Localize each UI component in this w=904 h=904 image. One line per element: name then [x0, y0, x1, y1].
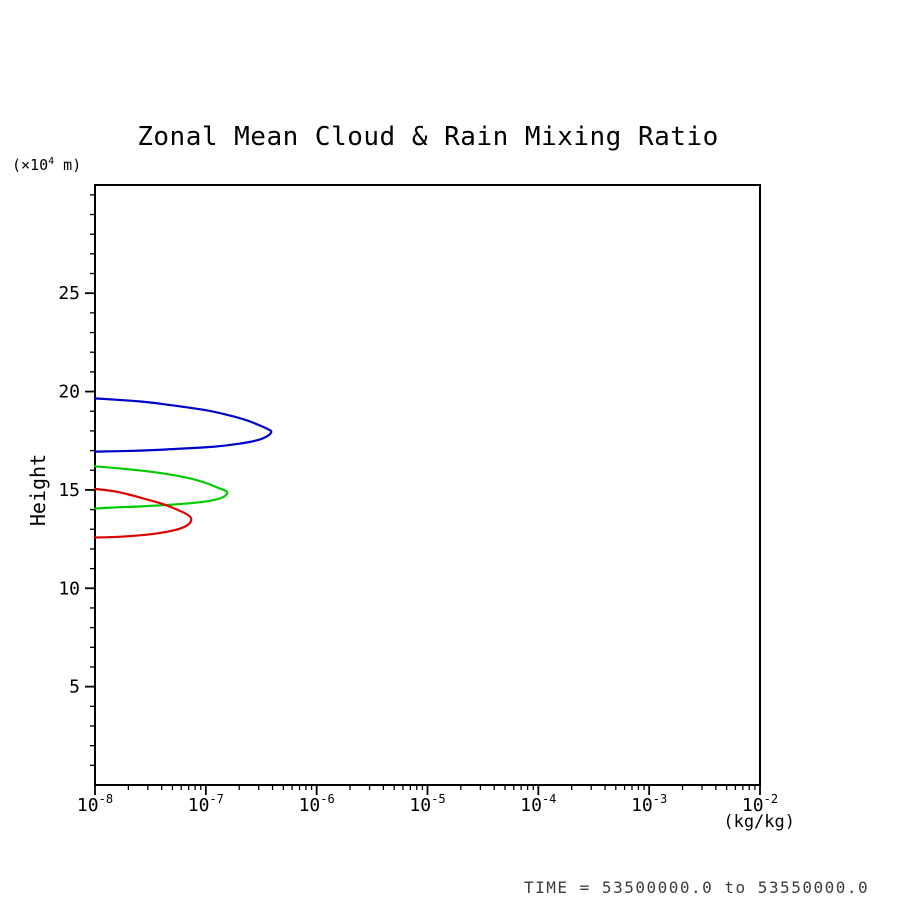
y-tick-label: 20 — [58, 382, 80, 403]
y-axis-unit-exponent: 4 — [48, 156, 55, 167]
y-tick-label: 5 — [69, 677, 80, 698]
x-tick-label: 10-7 — [188, 792, 224, 816]
y-tick-label: 15 — [58, 480, 80, 501]
y-axis-unit-post: m) — [54, 156, 82, 174]
time-annotation: TIME = 53500000.0 to 53550000.0 — [524, 878, 870, 897]
green-contour-curve — [93, 465, 229, 510]
y-axis-label: Height — [26, 453, 50, 527]
blue-contour-curve — [93, 397, 273, 453]
x-tick-label: 10-3 — [631, 792, 667, 816]
y-axis-unit-pre: (×10 — [12, 156, 49, 174]
plot-frame — [94, 184, 761, 786]
x-tick-label: 10-6 — [299, 792, 335, 816]
x-tick-label: 10-5 — [409, 792, 445, 816]
x-axis-unit: (kg/kg) — [723, 812, 795, 832]
x-tick-label: 10-4 — [520, 792, 556, 816]
y-tick-label: 10 — [58, 578, 80, 599]
x-tick-label: 10-2 — [742, 792, 778, 816]
y-tick-label: 25 — [58, 283, 80, 304]
red-contour-curve — [93, 487, 193, 539]
y-axis-unit: (×104 m) — [12, 156, 81, 174]
chart-title: Zonal Mean Cloud & Rain Mixing Ratio — [137, 122, 719, 152]
x-tick-label: 10-8 — [77, 792, 113, 816]
